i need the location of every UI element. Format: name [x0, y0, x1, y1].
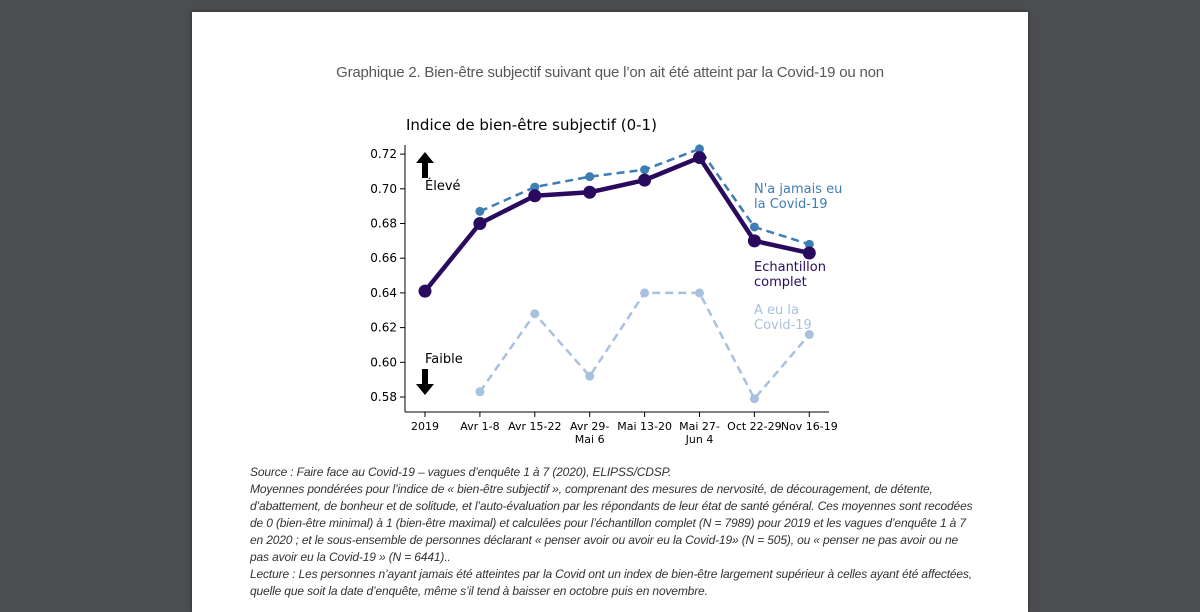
high-label: Élevé [425, 178, 461, 194]
x-tick-label: Avr 1-8 [460, 420, 499, 433]
data-point [583, 185, 597, 199]
x-tick-label: Oct 22-29 [727, 420, 781, 433]
series-line [423, 155, 810, 293]
data-point [640, 288, 650, 298]
data-point [749, 222, 759, 232]
y-tick-label: 0.64 [370, 286, 397, 300]
data-point [804, 239, 814, 249]
data-point [585, 172, 595, 182]
data-point [804, 330, 814, 340]
data-point [475, 206, 485, 216]
data-point [695, 144, 704, 154]
reading-note: Lecture : Les personnes n’ayant jamais é… [250, 567, 972, 598]
figure-title: Graphique 2. Bien-être subjectif suivant… [336, 64, 884, 81]
method-note: Moyennes pondérées pour l’indice de « bi… [250, 482, 973, 564]
data-point [693, 151, 706, 165]
data-point [528, 189, 542, 203]
figure-notes: Source : Faire face au Covid-19 – vagues… [250, 464, 980, 600]
series-label: N'a jamais eu la Covid-19 [754, 182, 842, 212]
x-tick-label: Mai 13-20 [617, 420, 672, 433]
x-tick-label: Nov 16-19 [781, 420, 838, 433]
x-tick-label: Avr 29-Mai 6 [570, 420, 609, 446]
data-point [530, 182, 540, 192]
data-point [638, 173, 652, 187]
y-tick-label: 0.70 [370, 182, 397, 196]
arrow-up-icon [416, 152, 434, 178]
source-note: Source : Faire face au Covid-19 – vagues… [250, 465, 672, 479]
data-point [695, 288, 704, 298]
y-tick-label: 0.66 [370, 251, 397, 265]
data-point [585, 371, 595, 381]
low-label: Faible [425, 352, 463, 367]
y-tick-label: 0.58 [370, 390, 397, 404]
y-tick-label: 0.68 [370, 217, 397, 231]
y-tick-label: 0.60 [370, 355, 397, 369]
data-point [473, 217, 487, 230]
data-point [640, 165, 650, 175]
data-point [802, 246, 816, 260]
chart-title: Indice de bien-être subjectif (0-1) [406, 116, 657, 134]
data-point [530, 309, 540, 319]
data-point [475, 387, 485, 397]
x-tick-label: Mai 27-Jun 4 [679, 420, 720, 446]
data-point [749, 394, 759, 404]
document-page: Graphique 2. Bien-être subjectif suivant… [192, 12, 1028, 612]
arrow-down-icon [416, 369, 434, 395]
line-chart: Indice de bien-être subjectif (0-1) 0.58… [370, 116, 842, 446]
x-tick-label: 2019 [411, 420, 439, 433]
x-tick-label: Avr 15-22 [508, 420, 561, 433]
y-tick-label: 0.72 [370, 147, 397, 161]
y-tick-label: 0.62 [370, 321, 397, 335]
series-label: Echantillon complet [754, 260, 826, 290]
data-point [418, 284, 432, 298]
series-label: A eu la Covid-19 [754, 303, 812, 333]
data-point [747, 234, 761, 248]
